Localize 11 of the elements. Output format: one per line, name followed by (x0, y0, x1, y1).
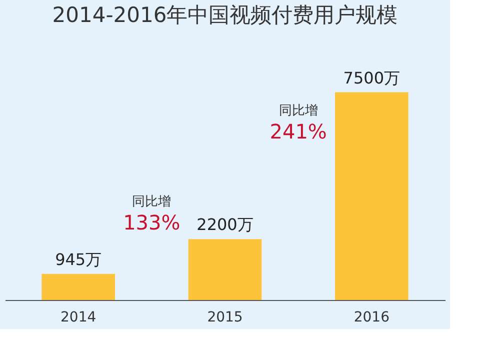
data-label: 2200万 (196, 215, 254, 234)
annotation: 同比增 (132, 194, 172, 210)
annotation: 241% (270, 120, 327, 144)
annotation: 133% (123, 210, 180, 234)
x-tick-label: 2015 (207, 310, 243, 326)
data-label: 7500万 (343, 68, 400, 88)
chart-title: 2014-2016年中国视频付费用户规模 (52, 3, 398, 27)
annotation: 同比增 (278, 104, 318, 119)
x-tick-label: 2016 (354, 310, 390, 326)
x-tick-label: 2014 (60, 310, 96, 326)
data-label: 945万 (55, 250, 102, 269)
